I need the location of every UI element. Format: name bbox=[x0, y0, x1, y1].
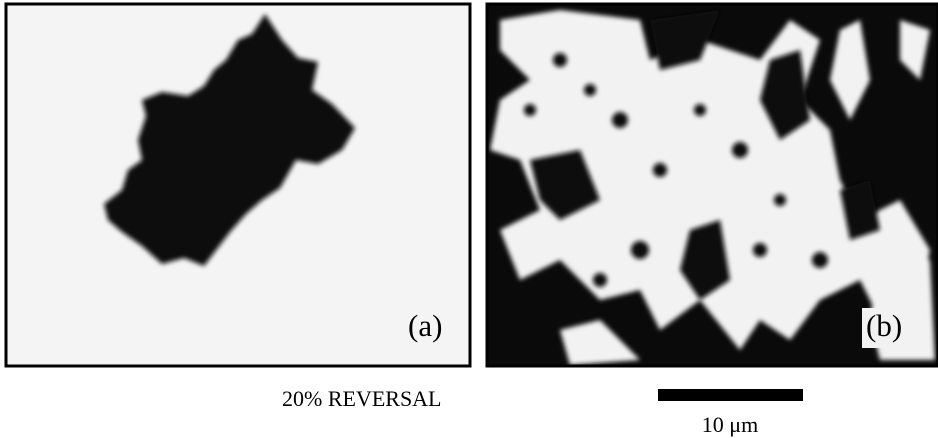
page: {"panels": [{"label": "(a)"}, {"label": … bbox=[0, 0, 938, 438]
figure: (a) (b) 20% REVERSAL 10 μm bbox=[0, 0, 938, 438]
panel-a: (a) bbox=[6, 4, 470, 366]
caption: 20% REVERSAL bbox=[282, 386, 442, 411]
scale-bar bbox=[658, 389, 803, 401]
panel-label: (a) bbox=[408, 308, 442, 343]
panel-label: (b) bbox=[866, 308, 902, 343]
scale-bar-label: 10 μm bbox=[702, 412, 758, 437]
panel-b: (b) bbox=[487, 4, 938, 366]
